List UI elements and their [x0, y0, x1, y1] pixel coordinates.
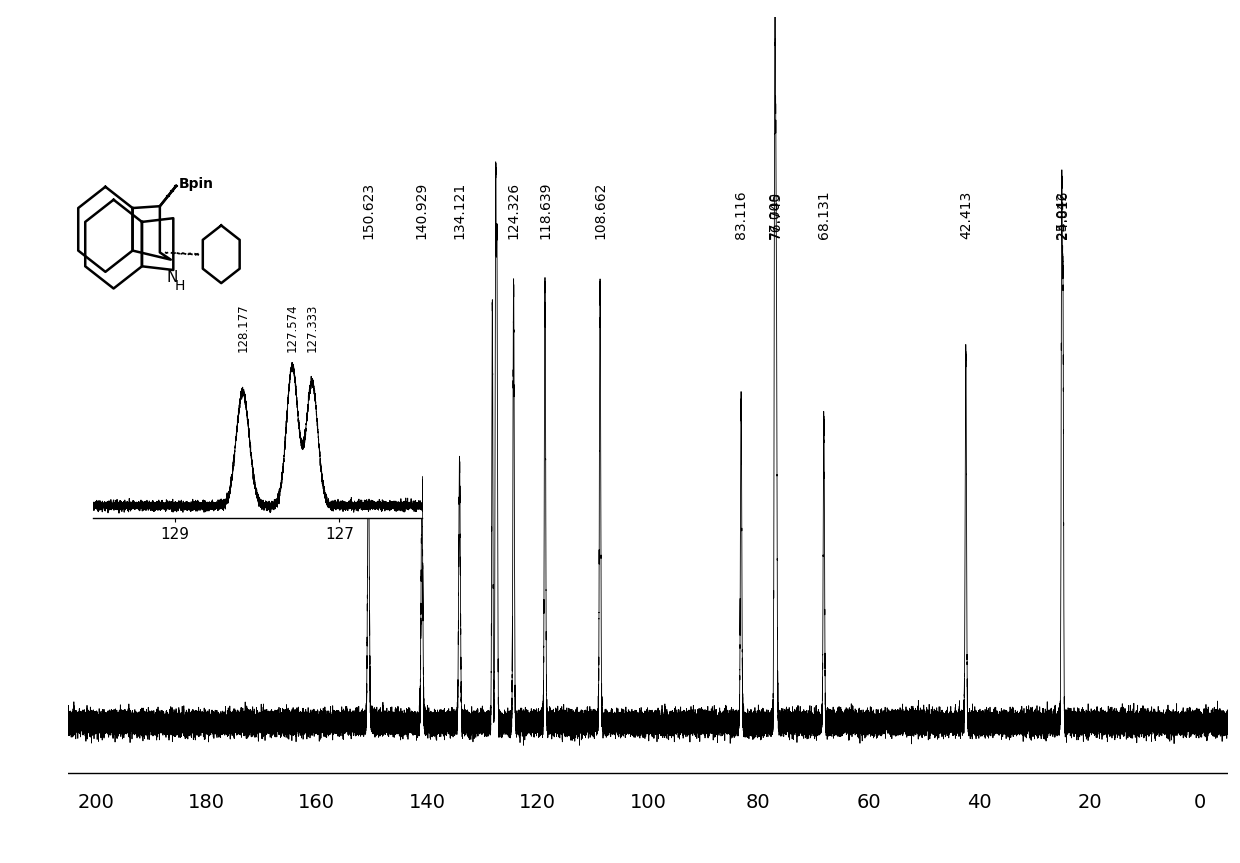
- Text: 76.745: 76.745: [769, 191, 784, 239]
- Text: 150.623: 150.623: [361, 182, 376, 239]
- Polygon shape: [160, 186, 177, 206]
- Text: 127.574: 127.574: [285, 303, 299, 352]
- Text: 124.326: 124.326: [507, 182, 521, 239]
- Text: 42.413: 42.413: [959, 191, 973, 239]
- Text: 118.639: 118.639: [538, 181, 552, 239]
- Text: 140.929: 140.929: [415, 182, 429, 239]
- Text: 77.000: 77.000: [768, 191, 782, 239]
- Text: 108.662: 108.662: [593, 182, 608, 239]
- Text: Bpin: Bpin: [179, 177, 215, 191]
- Text: 83.116: 83.116: [734, 191, 748, 239]
- Text: N: N: [166, 270, 177, 285]
- Text: H: H: [175, 279, 186, 293]
- Text: 68.131: 68.131: [817, 191, 831, 239]
- Text: 24.816: 24.816: [1056, 191, 1070, 239]
- Text: 134.121: 134.121: [453, 182, 466, 239]
- Text: 25.042: 25.042: [1055, 191, 1069, 239]
- Text: 128.177: 128.177: [237, 303, 249, 352]
- Text: 127.333: 127.333: [305, 304, 319, 352]
